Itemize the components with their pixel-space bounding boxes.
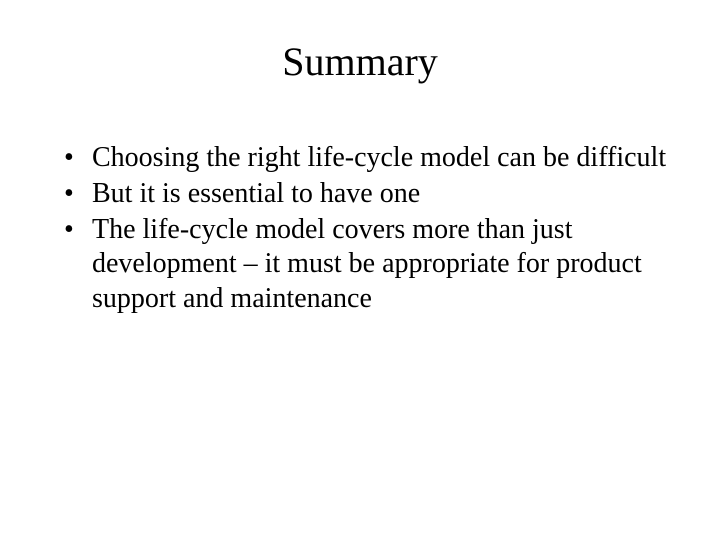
- bullet-item: But it is essential to have one: [58, 177, 670, 211]
- slide-title: Summary: [50, 38, 670, 85]
- bullet-item: The life-cycle model covers more than ju…: [58, 213, 670, 315]
- bullet-list: Choosing the right life-cycle model can …: [50, 141, 670, 316]
- bullet-item: Choosing the right life-cycle model can …: [58, 141, 670, 175]
- slide: Summary Choosing the right life-cycle mo…: [0, 0, 720, 540]
